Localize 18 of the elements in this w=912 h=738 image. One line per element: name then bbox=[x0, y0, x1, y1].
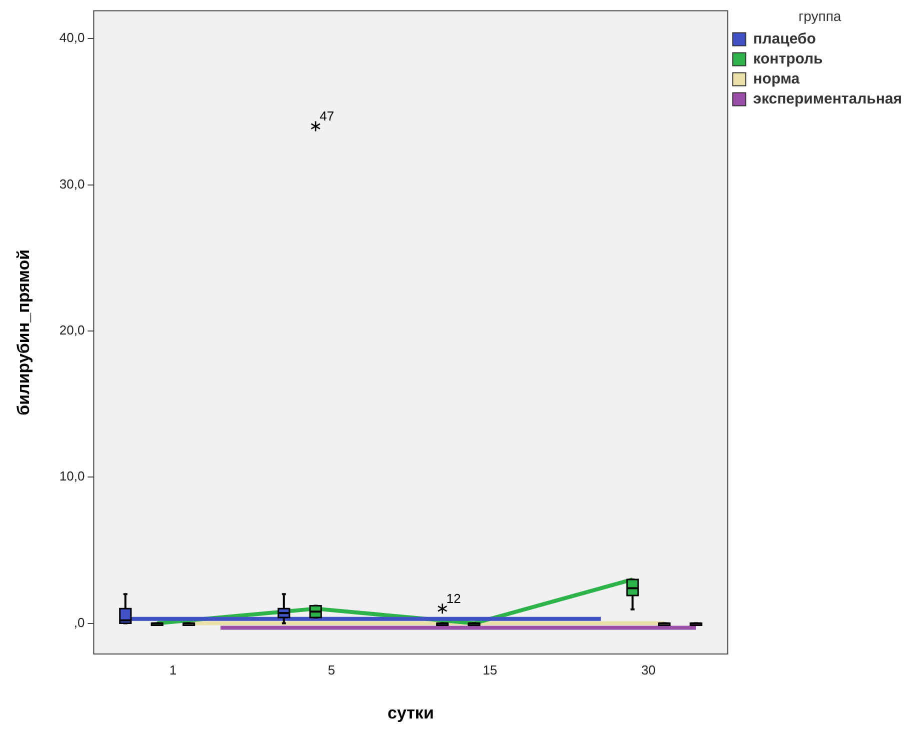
x-tick-label: 1 bbox=[169, 662, 177, 678]
x-tick-label: 30 bbox=[641, 662, 656, 678]
legend-label: норма bbox=[753, 70, 800, 88]
legend-label: плацебо bbox=[753, 30, 816, 48]
legend-label: контроль bbox=[753, 50, 823, 68]
legend-label: экспериментальная bbox=[753, 90, 902, 108]
annotation: 12 bbox=[446, 590, 461, 606]
y-tick-label: ,0 bbox=[74, 614, 85, 630]
x-tick-label: 15 bbox=[482, 662, 498, 678]
y-tick-label: 30,0 bbox=[59, 176, 85, 192]
x-axis-title: сутки bbox=[387, 703, 434, 722]
y-axis-title: билирубин_прямой bbox=[14, 249, 33, 416]
y-tick-label: 40,0 bbox=[59, 30, 85, 46]
y-tick-label: 10,0 bbox=[59, 468, 85, 484]
legend-title: группа bbox=[798, 8, 842, 24]
y-tick-label: 20,0 bbox=[59, 322, 85, 338]
x-tick-label: 5 bbox=[328, 662, 336, 678]
annotation: 47 bbox=[320, 108, 334, 124]
